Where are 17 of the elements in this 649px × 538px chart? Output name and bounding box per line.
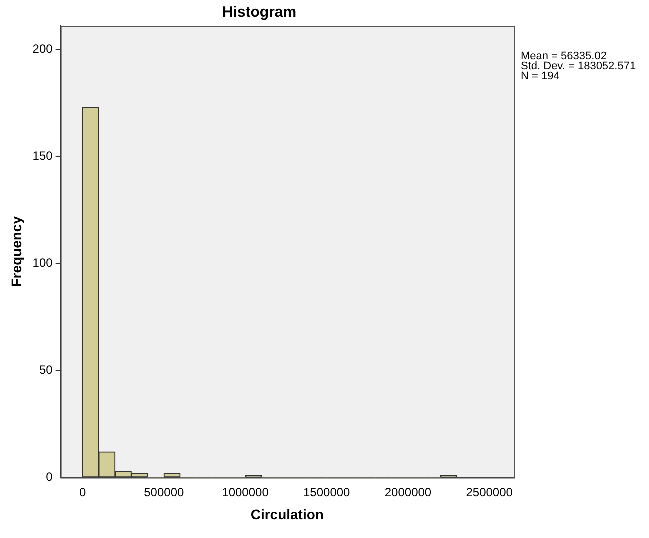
y-tick-label: 200 bbox=[32, 42, 54, 56]
x-tick-label: 2500000 bbox=[466, 485, 514, 500]
text: Std. Dev. = 183052.571 bbox=[521, 60, 636, 73]
x-tick-label: 1000000 bbox=[222, 485, 270, 500]
y-tick-label: 100 bbox=[32, 256, 54, 270]
text: Mean = 56335.02 bbox=[521, 50, 607, 63]
x-tick-label: 0 bbox=[79, 485, 86, 500]
y-tick-label: 50 bbox=[39, 363, 54, 378]
chart-title: Histogram bbox=[222, 4, 297, 22]
x-tick-label: 2000000 bbox=[384, 485, 432, 500]
text: N = 194 bbox=[521, 70, 560, 83]
x-tick-label: 1500000 bbox=[304, 485, 351, 500]
y-tick-label: 0 bbox=[46, 470, 54, 484]
y-tick-label: 150 bbox=[32, 148, 54, 163]
x-tick-label: 500000 bbox=[144, 485, 184, 500]
x-axis-title: Circulation bbox=[250, 506, 324, 522]
y-axis-title: Frequency bbox=[8, 216, 24, 288]
